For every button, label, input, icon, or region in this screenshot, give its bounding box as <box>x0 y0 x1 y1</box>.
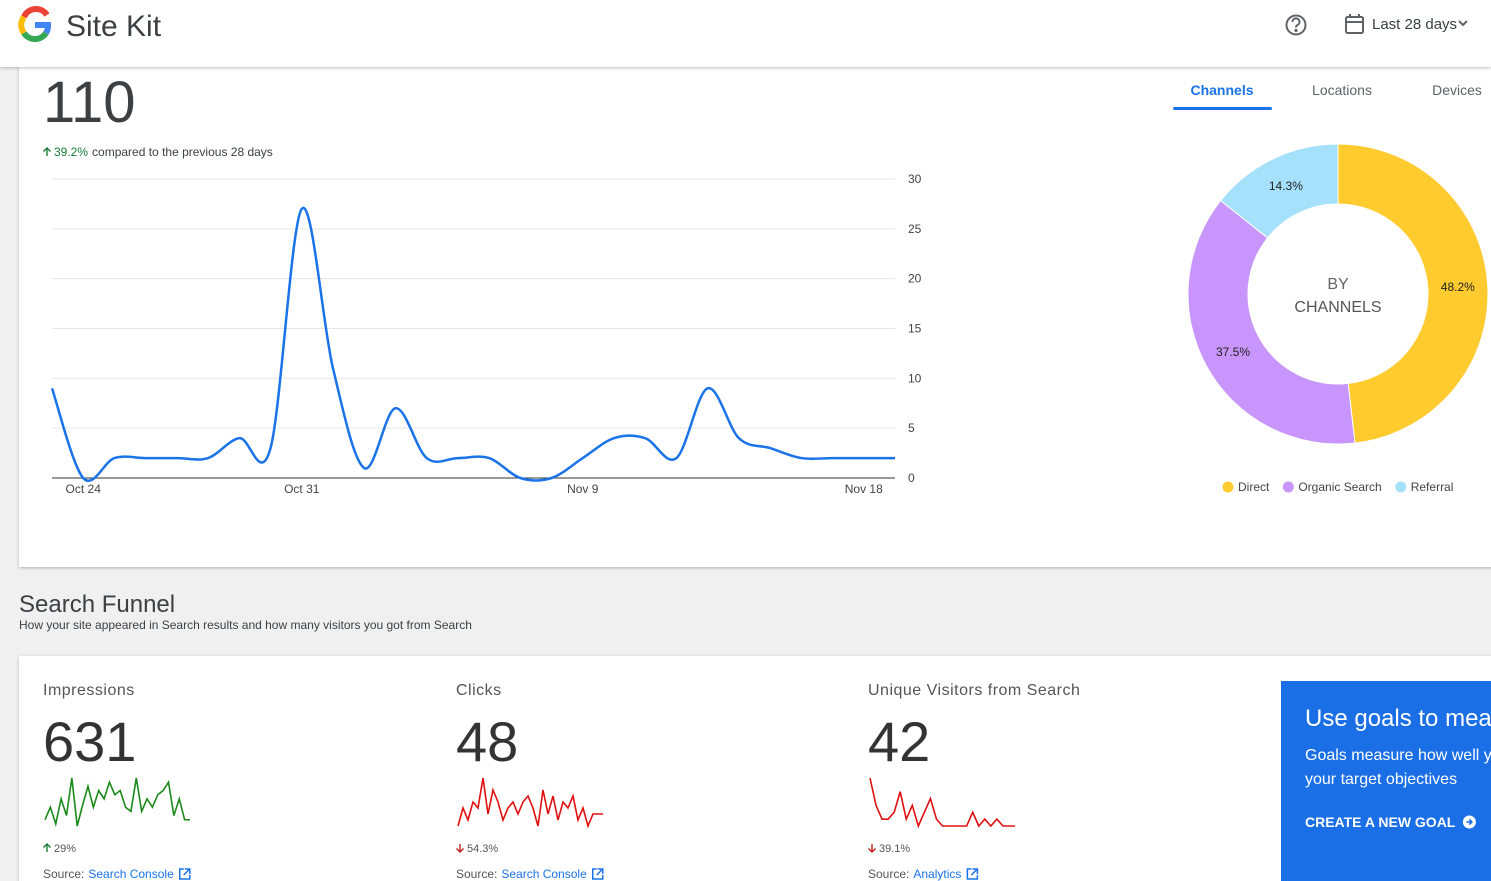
tab[interactable]: Channels <box>1190 82 1253 98</box>
source-label: Source: <box>456 867 497 881</box>
change-arrow <box>43 147 51 156</box>
metric-change: 54.3% <box>467 843 498 855</box>
sparkline <box>457 777 603 829</box>
section-subtitle: How your site appeared in Search results… <box>19 618 472 632</box>
legend-label: Referral <box>1411 480 1454 494</box>
help-button[interactable] <box>1285 14 1307 36</box>
line-series <box>50 206 895 482</box>
x-tick-label: Nov 18 <box>845 482 883 496</box>
y-tick-label: 15 <box>908 322 922 336</box>
goal-text: your target objectives <box>1305 771 1457 788</box>
goal-card-bg <box>1281 681 1491 881</box>
tab[interactable]: Locations <box>1312 82 1372 98</box>
legend-label: Organic Search <box>1298 480 1381 494</box>
slice-label: 14.3% <box>1269 179 1303 193</box>
y-tick-label: 0 <box>908 471 915 485</box>
external-link-icon <box>966 868 979 880</box>
section-title: Search Funnel <box>19 591 175 618</box>
total-value: 110 <box>43 70 135 135</box>
tab-indicator <box>1173 107 1272 110</box>
source-label: Source: <box>43 867 84 881</box>
external-link-icon <box>592 868 604 880</box>
metric-value: 48 <box>456 710 518 773</box>
chevron <box>1458 20 1468 27</box>
y-tick-label: 30 <box>908 172 922 186</box>
donut-center-subtitle: CHANNELS <box>1294 299 1381 316</box>
donut-slice <box>1337 143 1489 444</box>
source-label: Source: <box>868 867 909 881</box>
goal-card: Use goals to mea Goals measure how well … <box>1281 681 1491 881</box>
y-tick-label: 10 <box>908 371 922 385</box>
slice-label: 37.5% <box>1216 345 1250 359</box>
change-note: compared to the previous 28 days <box>92 145 273 159</box>
date-range-selector[interactable]: Last 28 days <box>1345 14 1468 34</box>
goal-title: Use goals to mea <box>1305 705 1491 732</box>
y-tick-label: 20 <box>908 272 922 286</box>
metric-label: Impressions <box>43 682 135 699</box>
funnel-card <box>19 656 1491 881</box>
source-link[interactable]: Search Console <box>88 867 174 881</box>
tab[interactable]: Devices <box>1432 82 1482 98</box>
change-arrow <box>868 844 876 853</box>
change-arrow <box>43 147 51 156</box>
x-tick-label: Oct 31 <box>284 482 320 496</box>
source-link[interactable]: Search Console <box>501 867 587 881</box>
y-tick-label: 5 <box>908 421 915 435</box>
x-tick-label: Nov 9 <box>567 482 599 496</box>
legend-swatch <box>1222 481 1234 493</box>
donut-slice <box>1187 199 1356 445</box>
legend-swatch <box>1282 481 1294 493</box>
metric-change: 29% <box>54 843 76 855</box>
goal-text: Goals measure how well y <box>1305 747 1491 764</box>
overview-card <box>19 40 1491 567</box>
sparkline <box>44 777 190 828</box>
donut-slice <box>1219 143 1339 239</box>
header <box>0 0 1491 67</box>
cta-icon-arrow <box>1466 818 1474 826</box>
goal-cta[interactable]: CREATE A NEW GOAL <box>1305 814 1456 830</box>
change-arrow <box>43 843 51 852</box>
source-link[interactable]: Analytics <box>913 867 961 881</box>
metric-change: 39.1% <box>879 843 910 855</box>
change-arrow <box>456 844 464 853</box>
calendar-icon <box>1345 14 1364 34</box>
metric-value: 631 <box>43 710 136 773</box>
donut-center-title: BY <box>1327 276 1349 293</box>
app-title: Site Kit <box>66 10 162 43</box>
legend-swatch <box>1395 481 1407 493</box>
sparkline <box>869 777 1015 829</box>
x-tick-label: Oct 24 <box>66 482 102 496</box>
metric-label: Clicks <box>456 682 502 699</box>
metric-value: 42 <box>868 710 930 773</box>
legend-label: Direct <box>1238 480 1270 494</box>
change-value: 39.2% <box>54 145 88 159</box>
slice-label: 48.2% <box>1441 280 1475 294</box>
google-logo <box>18 6 52 42</box>
date-range[interactable]: Last 28 days <box>1372 16 1457 33</box>
metric-label: Unique Visitors from Search <box>868 682 1080 699</box>
external-link-icon <box>179 868 191 880</box>
y-tick-label: 25 <box>908 222 922 236</box>
